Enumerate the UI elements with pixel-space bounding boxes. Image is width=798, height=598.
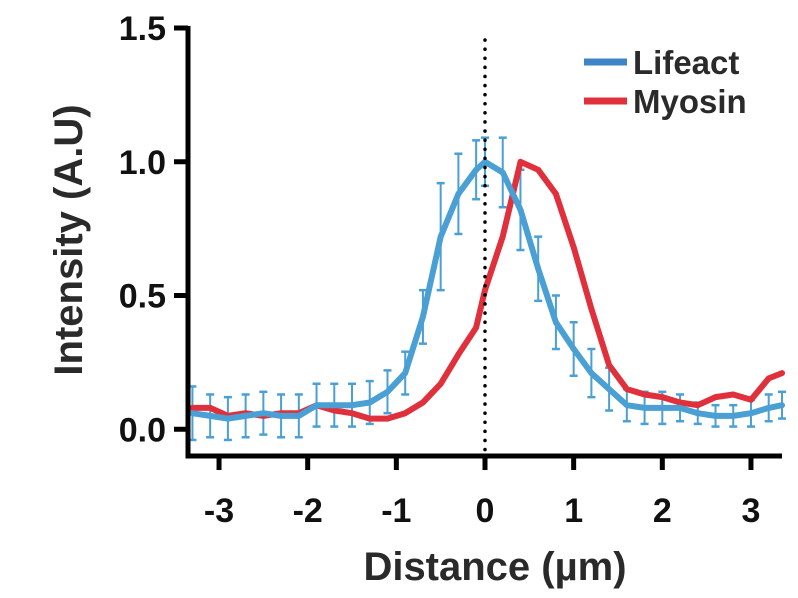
lifeact-data-point [225,415,231,422]
myosin-data-point [779,370,785,376]
lifeact-data-point [730,413,737,419]
lifeact-data-point [207,413,213,419]
y-tick-label: 1.5 [119,10,166,48]
plot-area [188,136,786,442]
x-tick-label: -1 [381,492,411,530]
myosin-data-point [473,324,479,331]
y-axis-title: Intensity (A.U) [47,104,91,375]
lifeact-data-point [482,158,488,165]
myosin-data-point [641,391,648,398]
lifeact-data-point [189,410,196,417]
x-tick-label: -2 [293,492,323,530]
lifeact-data-point [296,413,302,419]
myosin-data-point [455,351,462,358]
lifeact-data-point [748,410,754,417]
myosin-data-point [384,415,391,422]
lifeact-data-point [278,413,284,419]
lifeact-data-point [473,166,479,173]
lifeact-data-point [553,319,559,326]
myosin-data-point [659,394,666,400]
lifeact-data-point [402,370,409,376]
lifeact-data-point [535,265,541,272]
x-tick-label: 0 [476,492,495,530]
myosin-data-point [420,399,426,406]
x-axis-title: Distance (µm) [363,545,626,589]
lifeact-data-point [712,413,719,419]
x-tick-label: -3 [204,492,234,530]
lifeact-data-point [779,402,785,408]
myosin-points [189,158,785,422]
myosin-data-point [402,410,409,417]
myosin-data-point [482,287,488,293]
axis-ticks: 0.0 0.5 1.0 1.5 -3 -2 -1 0 1 2 3 [119,10,761,530]
lifeact-data-point [366,399,373,406]
y-tick-label: 0.5 [119,278,166,316]
myosin-data-point [349,410,355,417]
legend-label-lifeact: Lifeact [633,44,739,81]
myosin-data-point [437,380,444,387]
myosin-data-point [553,191,559,197]
lifeact-points [189,158,785,422]
lifeact-data-point [455,191,462,197]
lifeact-data-point [677,405,683,411]
myosin-data-point [535,166,541,173]
lifeact-data-point [517,207,524,213]
myosin-data-point [517,158,524,165]
lifeact-data-point [694,410,701,417]
x-tick-label: 3 [742,492,761,530]
myosin-data-point [748,397,754,403]
legend-label-myosin: Myosin [633,83,747,120]
lifeact-data-point [349,402,355,408]
lifeact-data-point [588,370,595,376]
myosin-data-point [694,402,701,408]
lifeact-data-point [260,410,267,417]
myosin-data-point [499,233,506,240]
lifeact-data-point [499,169,506,176]
lifeact-data-point [242,413,249,419]
myosin-data-point [624,386,630,392]
myosin-data-point [712,394,719,400]
lifeact-data-point [641,405,648,411]
myosin-data-point [207,405,213,411]
myosin-data-point [588,306,595,312]
myosin-data-point [331,407,338,414]
myosin-data-point [366,415,373,422]
lifeact-data-point [331,402,338,408]
lifeact-data-point [570,346,577,352]
legend: Lifeact Myosin [584,44,747,120]
myosin-data-point [730,391,737,398]
y-tick-label: 0.0 [119,411,166,449]
lifeact-data-point [437,233,444,240]
myosin-data-point [677,399,683,406]
myosin-data-point [765,375,772,382]
x-tick-label: 1 [564,492,583,530]
lifeact-data-point [765,405,772,411]
myosin-data-point [570,244,577,251]
lifeact-data-point [384,389,391,395]
lifeact-data-point [606,386,612,392]
myosin-data-point [189,405,196,411]
y-tick-label: 1.0 [119,144,166,182]
lifeact-data-point [624,402,630,408]
lifeact-data-point [659,405,666,411]
lifeact-data-point [420,314,426,320]
lifeact-data-point [313,402,320,408]
x-tick-label: 2 [653,492,672,530]
myosin-data-point [606,362,612,368]
